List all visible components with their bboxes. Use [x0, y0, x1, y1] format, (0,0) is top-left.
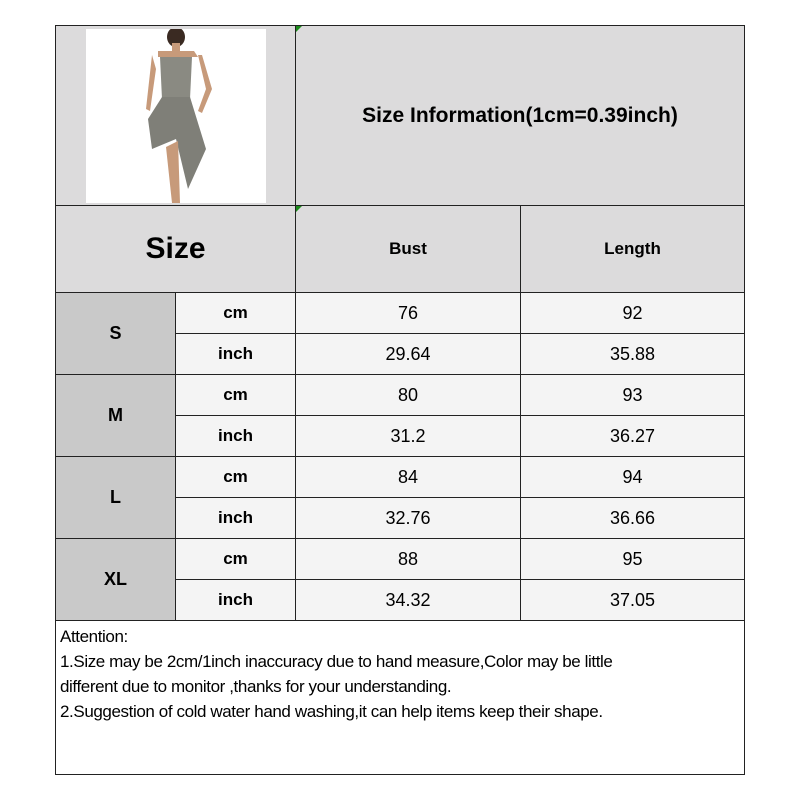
- comment-marker: [296, 206, 302, 212]
- unit-cell-text: inch: [218, 344, 253, 363]
- length-header-text: Length: [604, 239, 661, 258]
- size-label-cell-text: S: [109, 323, 122, 343]
- length-value-cell: 93: [520, 374, 745, 416]
- notes-heading: Attention:: [60, 627, 128, 646]
- length-value-cell-text: 36.66: [609, 507, 656, 528]
- bust-value-cell: 34.32: [295, 579, 521, 621]
- size-header: Size: [55, 205, 296, 293]
- bust-value-cell-text: 31.2: [390, 425, 426, 446]
- unit-cell: cm: [175, 456, 296, 498]
- bust-value-cell-text: 80: [397, 384, 419, 405]
- size-label-cell: L: [55, 456, 176, 539]
- length-value-cell: 92: [520, 292, 745, 334]
- length-value-cell-text: 94: [622, 466, 643, 487]
- size-label-cell: S: [55, 292, 176, 375]
- bust-header-text: Bust: [389, 239, 427, 258]
- bust-value-cell-text: 32.76: [385, 507, 431, 528]
- length-value-cell-text: 92: [622, 302, 643, 323]
- bust-value-cell: 80: [295, 374, 521, 416]
- size-label-cell: XL: [55, 538, 176, 621]
- size-info-title: Size Information(1cm=0.39inch): [295, 25, 745, 206]
- length-header: Length: [520, 205, 745, 293]
- note-line: different due to monitor ,thanks for you…: [60, 677, 452, 696]
- title-text: Size Information(1cm=0.39inch): [362, 103, 678, 127]
- bust-value-cell: 32.76: [295, 497, 521, 539]
- bust-value-cell-text: 88: [397, 548, 419, 569]
- size-header-text: Size: [145, 232, 206, 265]
- unit-cell: cm: [175, 538, 296, 580]
- unit-cell-text: inch: [218, 426, 253, 445]
- unit-cell-text: cm: [223, 467, 248, 486]
- bust-value-cell: 31.2: [295, 415, 521, 457]
- length-value-cell-text: 93: [622, 384, 643, 405]
- bust-value-cell: 29.64: [295, 333, 521, 375]
- comment-marker: [296, 26, 302, 32]
- unit-cell: inch: [175, 333, 296, 375]
- bust-value-cell-text: 76: [397, 302, 419, 323]
- unit-cell: inch: [175, 579, 296, 621]
- product-photo-cell: [55, 25, 296, 206]
- unit-cell-text: cm: [223, 303, 248, 322]
- bust-value-cell-text: 34.32: [385, 589, 431, 610]
- size-label-cell-text: L: [110, 487, 121, 507]
- length-value-cell-text: 35.88: [609, 343, 656, 364]
- bust-header: Bust: [295, 205, 521, 293]
- unit-cell-text: cm: [223, 385, 248, 404]
- length-value-cell: 35.88: [520, 333, 745, 375]
- unit-cell-text: inch: [218, 508, 253, 527]
- note-line: 1.Size may be 2cm/1inch inaccuracy due t…: [60, 652, 613, 671]
- unit-cell: inch: [175, 415, 296, 457]
- attention-notes: Attention: 1.Size may be 2cm/1inch inacc…: [55, 620, 745, 775]
- unit-cell-text: cm: [223, 549, 248, 568]
- length-value-cell-text: 95: [622, 548, 643, 569]
- bust-value-cell: 76: [295, 292, 521, 334]
- size-label-cell: M: [55, 374, 176, 457]
- note-line: 2.Suggestion of cold water hand washing,…: [60, 702, 603, 721]
- length-value-cell-text: 36.27: [609, 425, 656, 446]
- unit-cell: inch: [175, 497, 296, 539]
- length-value-cell: 37.05: [520, 579, 745, 621]
- length-value-cell-text: 37.05: [609, 589, 656, 610]
- length-value-cell: 36.27: [520, 415, 745, 457]
- length-value-cell: 95: [520, 538, 745, 580]
- length-value-cell: 36.66: [520, 497, 745, 539]
- unit-cell: cm: [175, 374, 296, 416]
- bust-value-cell: 84: [295, 456, 521, 498]
- size-label-cell-text: M: [108, 405, 123, 425]
- bust-value-cell: 88: [295, 538, 521, 580]
- product-photo: [85, 28, 266, 203]
- bust-value-cell-text: 29.64: [385, 343, 431, 364]
- size-label-cell-text: XL: [103, 569, 127, 589]
- unit-cell-text: inch: [218, 590, 253, 609]
- length-value-cell: 94: [520, 456, 745, 498]
- unit-cell: cm: [175, 292, 296, 334]
- bust-value-cell-text: 84: [397, 466, 419, 487]
